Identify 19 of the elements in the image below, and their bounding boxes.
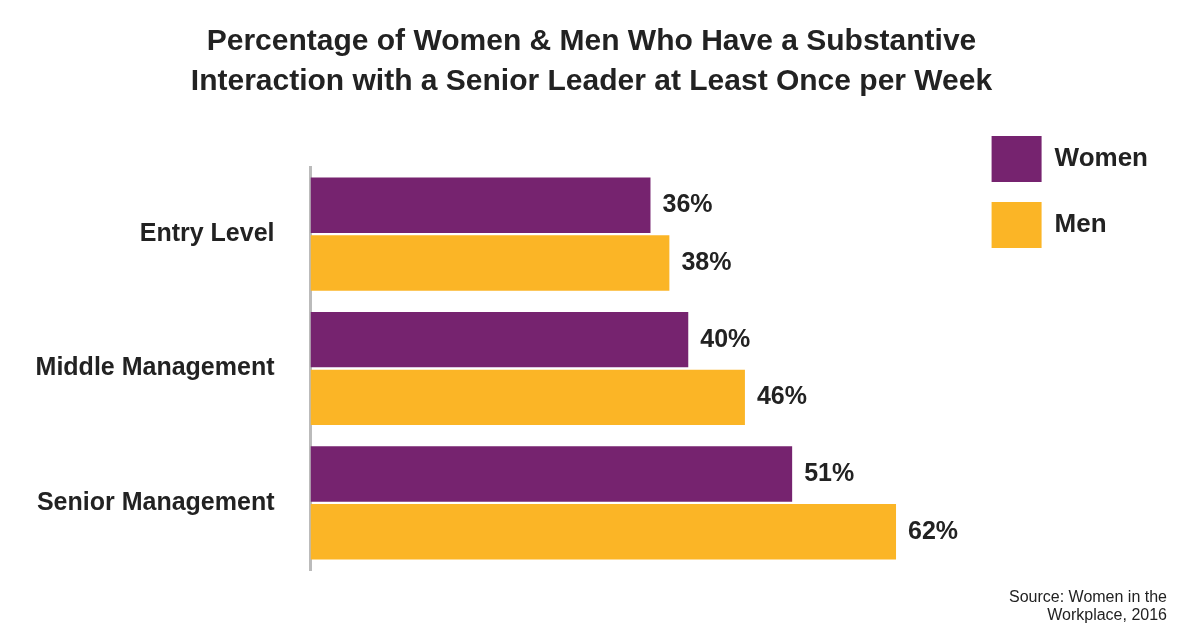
data-label: 40% [700, 323, 751, 352]
bar [310, 503, 897, 560]
chart-title: Percentage of Women & Men Who Have a Substantive Interaction with a Senior Leader at Least Once per Week [189, 22, 994, 98]
bar [310, 235, 670, 291]
y-tick-label: Entry Level [139, 218, 275, 247]
legend-label: Men [1054, 208, 1107, 239]
data-label: 51% [804, 457, 855, 486]
bar [310, 311, 689, 368]
bar [310, 177, 651, 234]
bar [310, 446, 793, 502]
data-label: 62% [908, 515, 959, 544]
bar [310, 369, 745, 426]
source-note: Source: Women in the Workplace, 2016 [1008, 588, 1167, 624]
data-label: 36% [662, 189, 713, 218]
y-tick-label: Senior Management [36, 486, 276, 515]
data-label: 38% [681, 246, 732, 275]
data-label: 46% [756, 381, 807, 410]
legend-label: Women [1054, 142, 1149, 173]
y-tick-label: Middle Management [35, 352, 276, 381]
